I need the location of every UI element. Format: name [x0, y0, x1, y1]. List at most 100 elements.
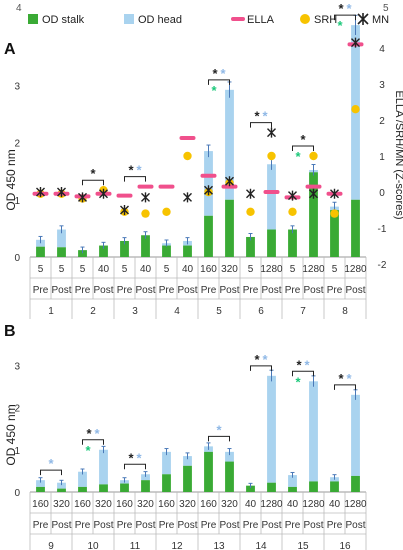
panel-a-y-tick-label: 3	[14, 81, 20, 92]
legend-swatch-0	[28, 14, 38, 24]
panel-a-dose-label: 5	[122, 264, 128, 275]
panel-a-time-label: Post	[177, 285, 197, 296]
panel-a-srh-marker	[267, 151, 276, 161]
panel-a-ella-marker	[200, 173, 217, 178]
panel-b-dose-label: 40	[245, 499, 257, 510]
panel-a-ella-marker	[137, 184, 154, 189]
panel-a-dose-label: 1280	[260, 264, 283, 275]
panel-b-stalk-bar	[246, 485, 255, 492]
panel-a-dose-label: 5	[164, 264, 170, 275]
panel-b-dose-label: 160	[200, 499, 217, 510]
panel-b-significance-star: *	[94, 426, 100, 441]
panel-a-mn-marker	[267, 127, 276, 138]
panel-b-significance-bracket	[40, 469, 62, 476]
panel-b-stalk-bar	[120, 483, 129, 492]
panel-a-stalk-bar	[57, 247, 66, 257]
panel-b-dose-label: 320	[95, 499, 112, 510]
panel-a-y-tick-label: 0	[14, 253, 20, 264]
panel-b-stalk-bar	[162, 474, 171, 492]
panel-b-time-label: Pre	[33, 520, 49, 531]
panel-b-group-label: 12	[171, 541, 183, 550]
panel-a-stalk-bar	[120, 240, 129, 257]
panel-a-stalk-bar	[162, 245, 171, 257]
panel-b-stalk-bar	[225, 461, 234, 492]
panel-b-stalk-bar	[351, 475, 360, 492]
panel-a-dose-label: 5	[248, 264, 254, 275]
panel-b-stalk-bar	[309, 481, 318, 492]
panel-a-stalk-bar	[288, 229, 297, 257]
panel-a-significance-star: *	[337, 18, 343, 33]
panel-b-chart: 0123160Pre9320Post160Pre10320Post160Pre1…	[14, 352, 367, 550]
panel-b-time-label: Pre	[285, 520, 301, 531]
panel-b-stalk-bar	[57, 488, 66, 492]
panel-b-time-label: Post	[135, 520, 155, 531]
panel-a-significance-star: *	[300, 132, 306, 147]
panel-b-time-label: Post	[345, 520, 365, 531]
panel-a-srh-marker	[162, 207, 171, 216]
panel-b-time-label: Pre	[201, 520, 217, 531]
panel-b-significance-bracket	[124, 463, 146, 470]
panel-a-srh-marker	[330, 209, 339, 218]
panel-a-significance-star: *	[220, 66, 226, 81]
panel-b-stalk-bar	[78, 486, 87, 492]
panel-a-significance-star: *	[128, 163, 134, 178]
panel-b-significance-star: *	[296, 357, 302, 372]
panel-a-y-tick-label: 1	[14, 196, 20, 207]
panel-b-significance-star: *	[216, 422, 222, 437]
panel-b-y-tick-label: 1	[14, 446, 20, 457]
panel-a-significance-bracket	[124, 176, 146, 182]
panel-a-mn-marker	[309, 188, 318, 199]
panel-a-stalk-bar	[99, 245, 108, 257]
panel-b-group-label: 15	[297, 541, 309, 550]
panel-a-significance-star: *	[254, 109, 260, 124]
panel-b-time-label: Post	[303, 520, 323, 531]
panel-b-group-label: 9	[48, 541, 54, 550]
panel-a-time-label: Post	[93, 285, 113, 296]
panel-b-significance-star: *	[254, 352, 260, 367]
panel-b-significance-star: *	[86, 426, 92, 441]
panel-a-srh-marker	[288, 207, 297, 216]
panel-b-dose-label: 160	[158, 499, 175, 510]
panel-a-head-bar	[57, 229, 66, 248]
panel-a-head-bar	[225, 89, 234, 200]
panel-a-chart: 0 1 2 3 -2 -1 0 1 2 3 4 5 Pre 1 5 Post 5 Pre 2 40 Post 5 Pre 3 4…	[14, 1, 387, 319]
panel-b-group-label: 16	[339, 541, 351, 550]
panel-b-stalk-bar	[267, 482, 276, 492]
panel-b-stalk-bar	[183, 465, 192, 492]
panel-b-significance-star: *	[85, 443, 91, 458]
panel-b-y-axis-title: OD 450 nm	[4, 404, 18, 465]
panel-a-stalk-bar	[309, 172, 318, 257]
panel-b-dose-label: 40	[329, 499, 341, 510]
panel-a-dose-label: 40	[140, 264, 152, 275]
panel-b-head-bar	[141, 474, 150, 481]
panel-a-head-bar	[204, 151, 213, 216]
legend-label-4: MN	[372, 14, 389, 26]
panel-a-significance-star: *	[262, 109, 268, 124]
panel-b-group-label: 14	[255, 541, 267, 550]
panel-b-head-bar	[309, 381, 318, 482]
panel-a-head-bar	[267, 164, 276, 230]
panel-a-mn-marker	[204, 185, 213, 196]
panel-a-y2-tick-label: 4	[379, 44, 385, 55]
panel-a-srh-marker	[351, 105, 360, 114]
panel-b-time-label: Post	[51, 520, 71, 531]
panel-a-y-tick-label: 2	[14, 139, 20, 150]
panel-a-dose-label: 1280	[344, 264, 367, 275]
panel-b-stalk-bar	[36, 486, 45, 492]
panel-b-group-label: 11	[130, 541, 141, 550]
panel-a-ella-marker	[263, 190, 280, 194]
panel-a-dose-label: 5	[80, 264, 86, 275]
panel-b-dose-label: 1280	[260, 499, 283, 510]
legend-label-2: ELLA	[247, 14, 275, 26]
panel-a-significance-star: *	[212, 66, 218, 81]
panel-a-stalk-bar	[78, 250, 87, 257]
panel-b-significance-bracket	[292, 370, 314, 377]
panel-a-dose-label: 1280	[302, 264, 325, 275]
panel-b-significance-bracket	[208, 435, 230, 442]
panel-b-dose-label: 1280	[344, 499, 367, 510]
panel-b-significance-bracket	[82, 439, 104, 445]
panel-a-time-label: Pre	[159, 285, 175, 296]
panel-b-dose-label: 160	[32, 499, 49, 510]
panel-a-mn-marker	[57, 187, 66, 197]
panel-a-time-label: Pre	[327, 285, 343, 296]
